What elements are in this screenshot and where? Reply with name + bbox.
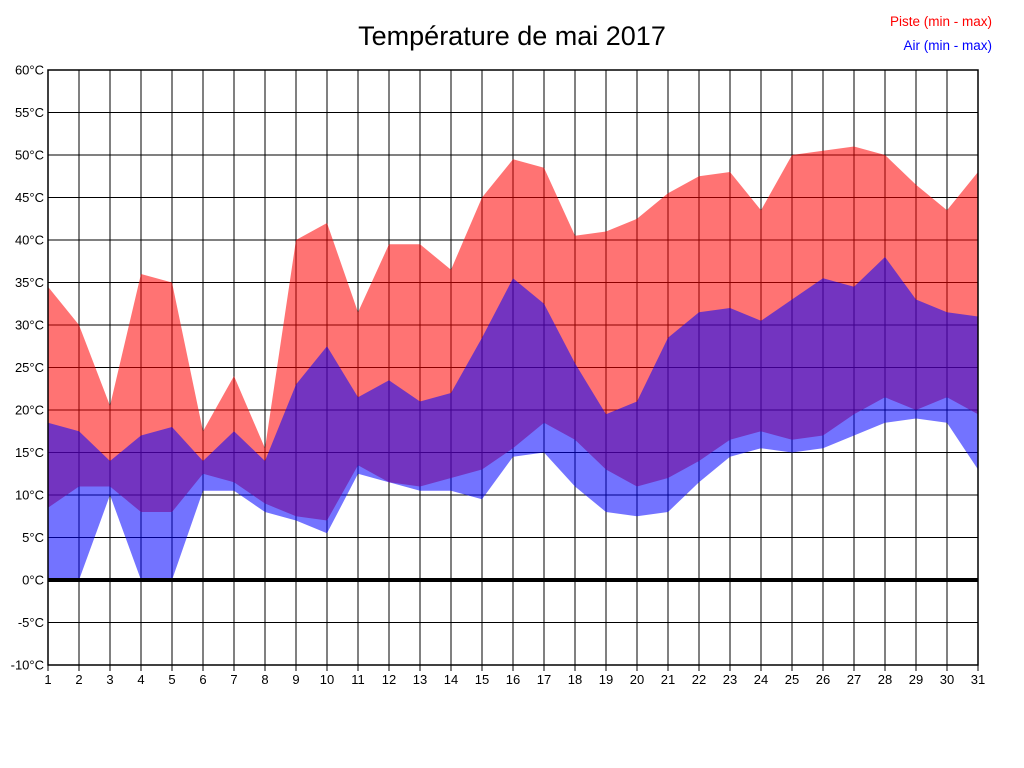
- y-axis-label: 60°C: [15, 63, 44, 78]
- y-axis-label: 10°C: [15, 488, 44, 503]
- x-axis-label: 5: [168, 672, 175, 687]
- x-axis-label: 2: [75, 672, 82, 687]
- x-axis-label: 26: [816, 672, 830, 687]
- x-axis-label: 11: [351, 672, 365, 687]
- y-axis-label: -5°C: [18, 615, 44, 630]
- y-axis-label: 15°C: [15, 445, 44, 460]
- y-axis-label: 30°C: [15, 318, 44, 333]
- x-axis-label: 13: [413, 672, 427, 687]
- x-axis-label: 27: [847, 672, 861, 687]
- y-axis-label: 50°C: [15, 148, 44, 163]
- x-axis-label: 19: [599, 672, 613, 687]
- x-axis-label: 6: [199, 672, 206, 687]
- x-axis-label: 7: [230, 672, 237, 687]
- x-axis-label: 28: [878, 672, 892, 687]
- x-axis-label: 10: [320, 672, 334, 687]
- y-axis-label: 20°C: [15, 403, 44, 418]
- x-axis-label: 8: [261, 672, 268, 687]
- y-axis-label: 25°C: [15, 360, 44, 375]
- x-axis-label: 25: [785, 672, 799, 687]
- x-axis-label: 31: [971, 672, 985, 687]
- legend: Piste (min - max) Air (min - max): [890, 10, 992, 58]
- x-axis-label: 30: [940, 672, 954, 687]
- legend-air-label: Air (min - max): [903, 38, 993, 53]
- plot-border: [47, 69, 979, 666]
- x-axis-label: 15: [475, 672, 489, 687]
- x-axis-label: 9: [292, 672, 299, 687]
- legend-piste-label: Piste (min - max): [889, 14, 992, 29]
- y-axis-label: 55°C: [15, 105, 44, 120]
- y-axis-label: 5°C: [22, 530, 44, 545]
- x-axis-label: 12: [382, 672, 396, 687]
- x-axis-label: 24: [754, 672, 768, 687]
- x-axis-label: 16: [506, 672, 520, 687]
- x-axis-label: 21: [661, 672, 675, 687]
- air-minmax-band: [48, 257, 978, 580]
- y-axis-label: 40°C: [15, 233, 44, 248]
- x-axis-label: 18: [568, 672, 582, 687]
- y-axis-label: 0°C: [22, 573, 44, 588]
- x-axis-label: 20: [630, 672, 644, 687]
- y-axis-label: 45°C: [15, 190, 44, 205]
- x-axis-label: 14: [444, 672, 458, 687]
- x-axis-label: 23: [723, 672, 737, 687]
- x-axis-label: 29: [909, 672, 923, 687]
- y-axis-label: 35°C: [15, 275, 44, 290]
- x-axis-label: 1: [44, 672, 51, 687]
- chart-title: Température de mai 2017: [358, 21, 666, 51]
- x-axis-label: 17: [537, 672, 551, 687]
- x-axis-label: 22: [692, 672, 706, 687]
- x-axis-label: 4: [137, 672, 144, 687]
- y-axis-label: -10°C: [11, 658, 44, 673]
- x-axis-label: 3: [106, 672, 113, 687]
